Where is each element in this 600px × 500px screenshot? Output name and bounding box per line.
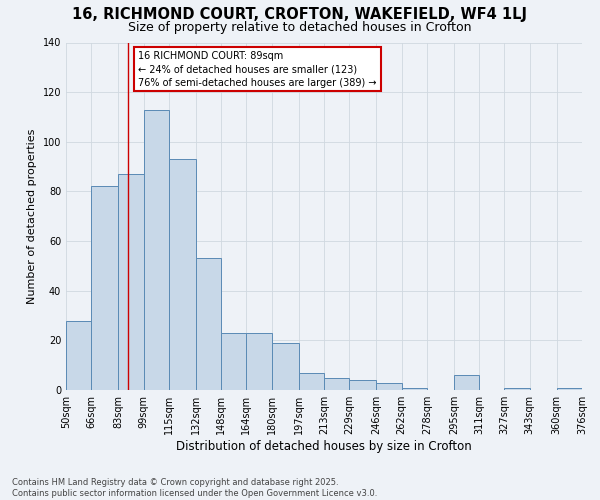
Bar	[376, 382, 401, 390]
Bar	[324, 378, 349, 390]
Bar	[118, 174, 143, 390]
Bar	[247, 333, 272, 390]
Bar	[169, 159, 196, 390]
Bar	[66, 320, 91, 390]
Bar	[91, 186, 118, 390]
Bar	[299, 372, 324, 390]
Y-axis label: Number of detached properties: Number of detached properties	[27, 128, 37, 304]
Text: 16, RICHMOND COURT, CROFTON, WAKEFIELD, WF4 1LJ: 16, RICHMOND COURT, CROFTON, WAKEFIELD, …	[73, 8, 527, 22]
Bar	[454, 375, 479, 390]
Text: Contains HM Land Registry data © Crown copyright and database right 2025.
Contai: Contains HM Land Registry data © Crown c…	[12, 478, 377, 498]
Bar	[505, 388, 530, 390]
Bar	[557, 388, 582, 390]
X-axis label: Distribution of detached houses by size in Crofton: Distribution of detached houses by size …	[176, 440, 472, 453]
Text: Size of property relative to detached houses in Crofton: Size of property relative to detached ho…	[128, 21, 472, 34]
Bar	[221, 333, 247, 390]
Bar	[349, 380, 376, 390]
Bar	[272, 343, 299, 390]
Bar	[196, 258, 221, 390]
Text: 16 RICHMOND COURT: 89sqm
← 24% of detached houses are smaller (123)
76% of semi-: 16 RICHMOND COURT: 89sqm ← 24% of detach…	[138, 51, 377, 88]
Bar	[143, 110, 169, 390]
Bar	[401, 388, 427, 390]
